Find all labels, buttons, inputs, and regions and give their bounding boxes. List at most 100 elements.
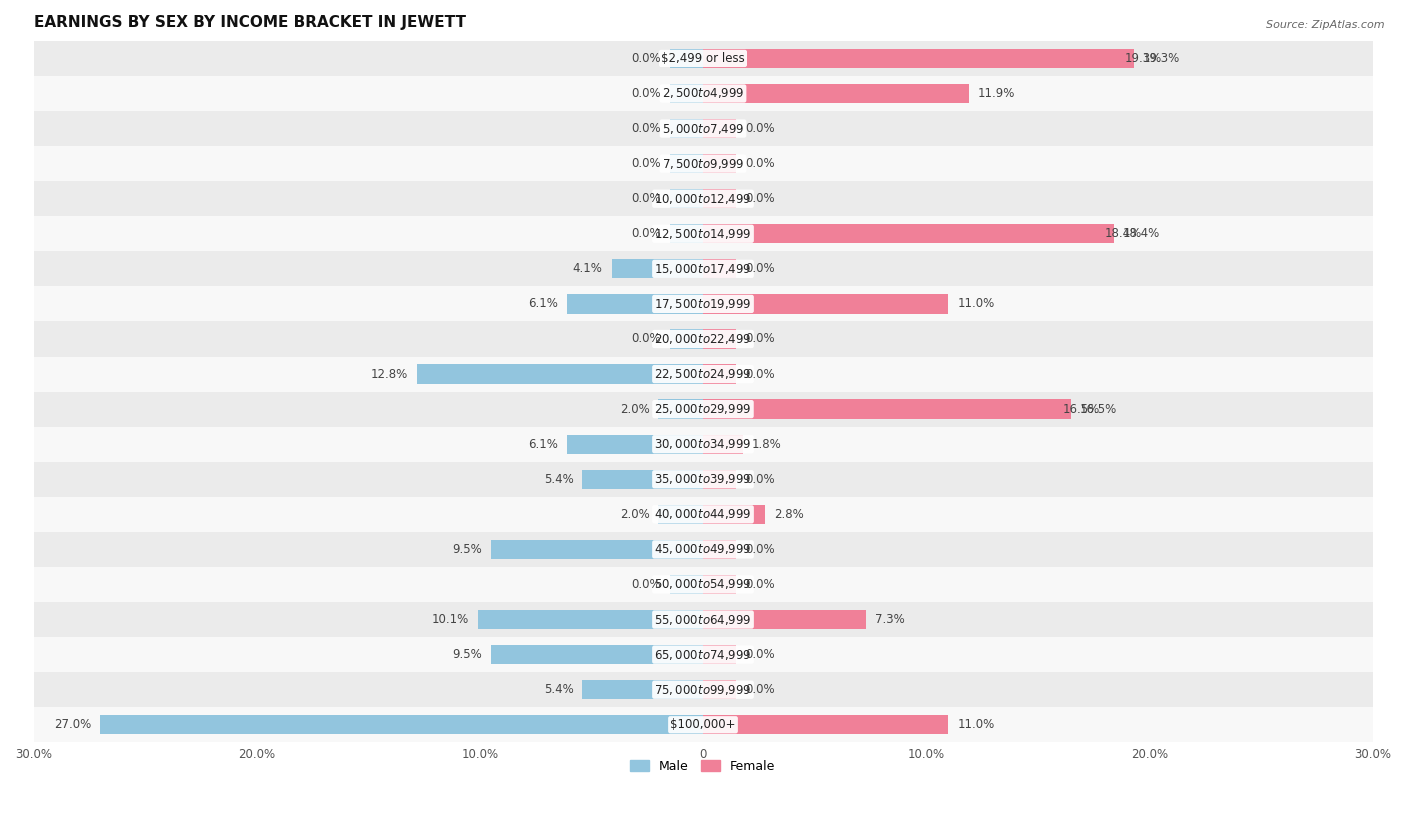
Bar [669,189,703,208]
Text: $7,500 to $9,999: $7,500 to $9,999 [662,157,744,171]
Text: $65,000 to $74,999: $65,000 to $74,999 [654,648,752,662]
Bar [703,399,1071,419]
Bar [34,427,1372,462]
Bar [658,399,703,419]
Bar [34,707,1372,742]
Bar [567,294,703,314]
Text: EARNINGS BY SEX BY INCOME BRACKET IN JEWETT: EARNINGS BY SEX BY INCOME BRACKET IN JEW… [34,15,465,30]
Text: 0.0%: 0.0% [745,192,775,205]
Bar [703,259,737,279]
Bar [478,610,703,629]
Text: 0.0%: 0.0% [745,578,775,591]
Text: 0.0%: 0.0% [631,192,661,205]
Bar [703,470,737,489]
Text: 0.0%: 0.0% [745,648,775,661]
Bar [34,462,1372,497]
Bar [669,119,703,138]
Text: 0.0%: 0.0% [631,52,661,65]
Bar [567,435,703,454]
Bar [34,567,1372,602]
Bar [34,532,1372,567]
Text: 0.0%: 0.0% [631,122,661,135]
Text: 0.0%: 0.0% [745,683,775,696]
Bar [703,715,949,734]
Text: 0.0%: 0.0% [745,263,775,276]
Bar [669,49,703,68]
Bar [34,41,1372,76]
Text: 9.5%: 9.5% [453,543,482,556]
Bar [34,76,1372,111]
Bar [34,672,1372,707]
Bar [703,435,744,454]
Text: 2.0%: 2.0% [620,508,650,521]
Text: 11.9%: 11.9% [977,87,1015,100]
Text: $2,499 or less: $2,499 or less [661,52,745,65]
Bar [582,470,703,489]
Text: $55,000 to $64,999: $55,000 to $64,999 [654,612,752,627]
Text: Source: ZipAtlas.com: Source: ZipAtlas.com [1267,20,1385,30]
Bar [703,189,737,208]
Bar [34,146,1372,181]
Legend: Male, Female: Male, Female [626,755,780,778]
Bar [34,286,1372,321]
Text: 0.0%: 0.0% [745,122,775,135]
Bar [612,259,703,279]
Text: 27.0%: 27.0% [55,718,91,731]
Text: 5.4%: 5.4% [544,683,574,696]
Text: 18.4%: 18.4% [1105,228,1142,241]
Text: 0.0%: 0.0% [745,333,775,346]
Text: 11.0%: 11.0% [957,298,994,311]
Bar [703,540,737,559]
Text: $25,000 to $29,999: $25,000 to $29,999 [654,402,752,416]
Text: 9.5%: 9.5% [453,648,482,661]
Text: 7.3%: 7.3% [875,613,904,626]
Bar [34,321,1372,357]
Bar [34,497,1372,532]
Bar [34,637,1372,672]
Bar [703,575,737,594]
Bar [669,154,703,173]
Bar [703,224,1114,243]
Text: 16.5%: 16.5% [1063,402,1099,415]
Bar [34,357,1372,392]
Text: 19.3%: 19.3% [1125,52,1161,65]
Bar [703,680,737,699]
Bar [34,392,1372,427]
Bar [491,540,703,559]
Text: $100,000+: $100,000+ [671,718,735,731]
Text: 5.4%: 5.4% [544,473,574,486]
Text: $45,000 to $49,999: $45,000 to $49,999 [654,542,752,556]
Text: 2.8%: 2.8% [775,508,804,521]
Bar [34,111,1372,146]
Text: 16.5%: 16.5% [1080,402,1118,415]
Bar [703,84,969,103]
Bar [34,602,1372,637]
Bar [669,84,703,103]
Bar [703,505,765,524]
Text: 19.3%: 19.3% [1143,52,1180,65]
Text: 1.8%: 1.8% [752,437,782,450]
Text: 0.0%: 0.0% [631,228,661,241]
Text: 0.0%: 0.0% [745,157,775,170]
Bar [703,49,1133,68]
Text: 10.1%: 10.1% [432,613,468,626]
Text: $50,000 to $54,999: $50,000 to $54,999 [654,577,752,592]
Bar [34,251,1372,286]
Text: $12,500 to $14,999: $12,500 to $14,999 [654,227,752,241]
Text: 6.1%: 6.1% [529,298,558,311]
Text: $75,000 to $99,999: $75,000 to $99,999 [654,683,752,697]
Text: 12.8%: 12.8% [371,367,408,380]
Bar [703,294,949,314]
Text: $2,500 to $4,999: $2,500 to $4,999 [662,86,744,101]
Text: 6.1%: 6.1% [529,437,558,450]
Bar [491,645,703,664]
Text: $35,000 to $39,999: $35,000 to $39,999 [654,472,752,486]
Text: $30,000 to $34,999: $30,000 to $34,999 [654,437,752,451]
Bar [658,505,703,524]
Bar [703,610,866,629]
Bar [669,329,703,349]
Bar [34,181,1372,216]
Text: $17,500 to $19,999: $17,500 to $19,999 [654,297,752,311]
Bar [703,154,737,173]
Text: 4.1%: 4.1% [572,263,603,276]
